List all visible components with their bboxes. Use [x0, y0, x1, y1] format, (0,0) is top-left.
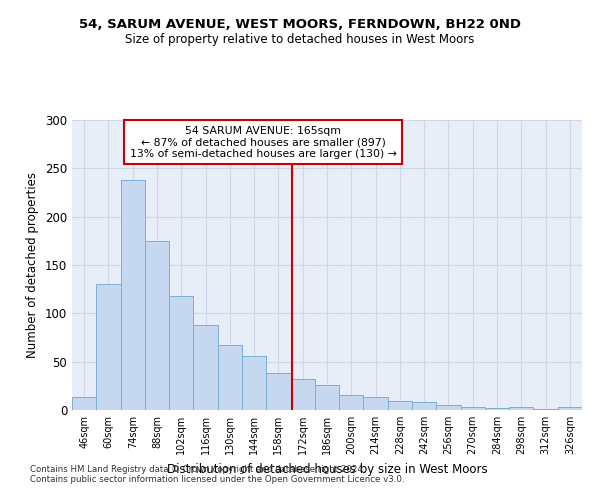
Bar [290, 379, 315, 410]
Y-axis label: Number of detached properties: Number of detached properties [26, 172, 40, 358]
Bar [96, 284, 121, 410]
X-axis label: Distribution of detached houses by size in West Moors: Distribution of detached houses by size … [167, 462, 487, 475]
Bar [315, 385, 339, 410]
Bar [436, 405, 461, 410]
Bar [121, 180, 145, 410]
Bar [558, 407, 582, 410]
Bar [485, 408, 509, 410]
Bar [72, 398, 96, 410]
Bar [169, 296, 193, 410]
Bar [339, 394, 364, 410]
Text: 54 SARUM AVENUE: 165sqm
← 87% of detached houses are smaller (897)
13% of semi-d: 54 SARUM AVENUE: 165sqm ← 87% of detache… [130, 126, 397, 159]
Bar [242, 356, 266, 410]
Bar [364, 398, 388, 410]
Bar [533, 409, 558, 410]
Text: Size of property relative to detached houses in West Moors: Size of property relative to detached ho… [125, 32, 475, 46]
Text: Contains public sector information licensed under the Open Government Licence v3: Contains public sector information licen… [30, 476, 404, 484]
Text: Contains HM Land Registry data © Crown copyright and database right 2024.: Contains HM Land Registry data © Crown c… [30, 466, 365, 474]
Bar [388, 402, 412, 410]
Text: 54, SARUM AVENUE, WEST MOORS, FERNDOWN, BH22 0ND: 54, SARUM AVENUE, WEST MOORS, FERNDOWN, … [79, 18, 521, 30]
Bar [145, 241, 169, 410]
Bar [509, 407, 533, 410]
Bar [193, 325, 218, 410]
Bar [218, 345, 242, 410]
Bar [266, 374, 290, 410]
Bar [461, 407, 485, 410]
Bar [412, 402, 436, 410]
